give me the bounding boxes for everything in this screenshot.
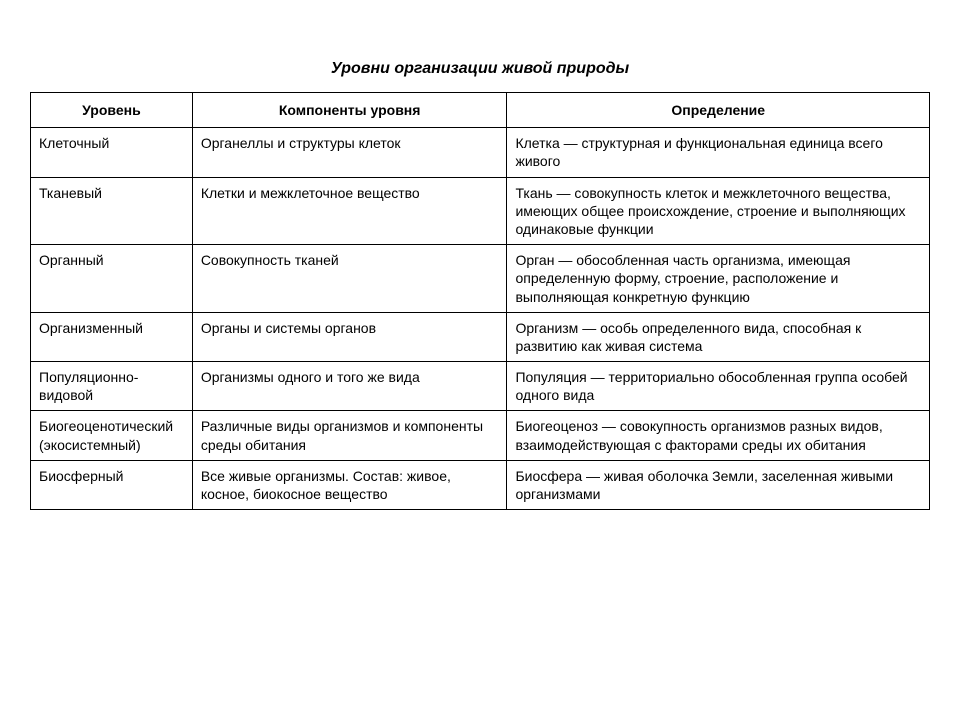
table-row: Органный Совокупность тканей Орган — обо…: [31, 245, 930, 313]
table-row: Биогеоценотиче­ский (экосистем­ный) Разл…: [31, 411, 930, 460]
page-title: Уровни организации живой природы: [30, 60, 930, 78]
levels-table: Уровень Компоненты уровня Определение Кл…: [30, 92, 930, 510]
cell-components: Органеллы и структуры клеток: [192, 128, 507, 177]
table-row: Тканевый Клетки и межклеточное вещество …: [31, 177, 930, 245]
cell-definition: Популяция — территориально обособлен­ная…: [507, 362, 930, 411]
cell-definition: Орган — обособленная часть организма, им…: [507, 245, 930, 313]
cell-definition: Организм — особь определенного вида, спо…: [507, 312, 930, 361]
col-header-level: Уровень: [31, 93, 193, 128]
col-header-definition: Определение: [507, 93, 930, 128]
cell-components: Клетки и межклеточное вещество: [192, 177, 507, 245]
cell-level: Тканевый: [31, 177, 193, 245]
cell-components: Организмы одного и того же вида: [192, 362, 507, 411]
cell-components: Органы и системы органов: [192, 312, 507, 361]
cell-definition: Клетка — структурная и функциональная ед…: [507, 128, 930, 177]
table-header-row: Уровень Компоненты уровня Определение: [31, 93, 930, 128]
cell-components: Все живые организмы. Состав: жи­вое, кос…: [192, 460, 507, 509]
cell-definition: Биосфера — живая оболочка Земли, заселен…: [507, 460, 930, 509]
cell-level: Биосферный: [31, 460, 193, 509]
table-row: Организменный Органы и системы органов О…: [31, 312, 930, 361]
cell-components: Различные виды организмов и компоненты с…: [192, 411, 507, 460]
table-row: Клеточный Органеллы и структуры клеток К…: [31, 128, 930, 177]
cell-definition: Биогеоценоз — совокупность организмов ра…: [507, 411, 930, 460]
col-header-components: Компоненты уровня: [192, 93, 507, 128]
cell-level: Биогеоценотиче­ский (экосистем­ный): [31, 411, 193, 460]
table-row: Популяционно-видовой Организмы одного и …: [31, 362, 930, 411]
table-row: Биосферный Все живые организмы. Состав: …: [31, 460, 930, 509]
cell-level: Популяционно-видовой: [31, 362, 193, 411]
cell-definition: Ткань — совокупность клеток и межклеточ­…: [507, 177, 930, 245]
cell-level: Организменный: [31, 312, 193, 361]
cell-level: Клеточный: [31, 128, 193, 177]
cell-components: Совокупность тканей: [192, 245, 507, 313]
cell-level: Органный: [31, 245, 193, 313]
